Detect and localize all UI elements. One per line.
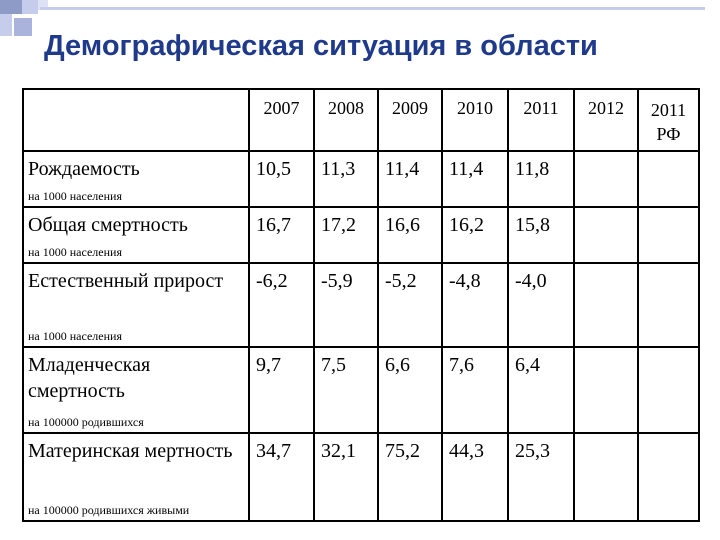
row-label: Общая смертность	[28, 214, 188, 236]
table-cell: 16,7	[256, 214, 291, 236]
table-cell: 6,6	[385, 354, 410, 376]
table-row: Младенческая смертность на 100000 родивш…	[22, 346, 700, 434]
page-title: Демографическая ситуация в области	[44, 30, 598, 62]
table-cell: 11,8	[515, 158, 550, 180]
table-cell: -4,0	[515, 270, 547, 292]
table-cell: 9,7	[256, 354, 281, 376]
table-cell: 17,2	[321, 214, 356, 236]
year-header: 2010	[441, 88, 509, 152]
row-label-cell: Материнская мертность на 100000 родивших…	[22, 432, 250, 522]
row-unit: на 1000 населения	[28, 245, 122, 259]
table-cell: 75,2	[385, 440, 420, 462]
row-label: Младенческая смертность	[28, 354, 151, 402]
row-label-cell: Естественный прирост на 1000 населения	[22, 262, 250, 348]
header-row: 2007 2008 2009 2010 2011 2012 2011 РФ	[22, 88, 700, 152]
table-cell: -6,2	[256, 270, 288, 292]
decor-square	[0, 0, 22, 14]
table-row: Естественный прирост на 1000 населения -…	[22, 262, 700, 348]
year-header: 2011	[507, 88, 575, 152]
row-unit: на 100000 родившихся живыми	[28, 503, 190, 517]
table-row: Материнская мертность на 100000 родивших…	[22, 432, 700, 522]
table-cell: 11,3	[321, 158, 356, 180]
year-header: 2012	[573, 88, 639, 152]
table-cell: 7,5	[321, 354, 346, 376]
table-row: Общая смертность на 1000 населения 16,7 …	[22, 206, 700, 264]
table-cell: 10,5	[256, 158, 291, 180]
table-cell: 16,2	[449, 214, 484, 236]
table-row: Рождаемость на 1000 населения 10,5 11,3 …	[22, 150, 700, 208]
year-header: 2008	[313, 88, 379, 152]
table-cell: 16,6	[385, 214, 420, 236]
row-label: Рождаемость	[28, 158, 140, 180]
table-cell: 11,4	[385, 158, 420, 180]
corner-cell	[22, 88, 250, 152]
decor-square	[0, 14, 12, 36]
decor-line	[40, 7, 705, 10]
row-unit: на 100000 родившихся	[28, 415, 144, 429]
row-label-cell: Младенческая смертность на 100000 родивш…	[22, 346, 250, 434]
year-header: 2009	[377, 88, 443, 152]
decor-square	[22, 0, 38, 14]
row-label: Естественный прирост	[28, 270, 224, 292]
table-cell: 7,6	[449, 354, 474, 376]
decor-square	[14, 18, 32, 36]
row-label-cell: Рождаемость на 1000 населения	[22, 150, 250, 208]
table-cell: 32,1	[321, 440, 356, 462]
row-label-cell: Общая смертность на 1000 населения	[22, 206, 250, 264]
table-cell: 44,3	[449, 440, 484, 462]
table-cell: 34,7	[256, 440, 291, 462]
row-unit: на 1000 населения	[28, 329, 122, 343]
table-cell: 15,8	[515, 214, 550, 236]
table-cell: 6,4	[515, 354, 540, 376]
year-header: 2011 РФ	[637, 88, 700, 152]
demography-table: 2007 2008 2009 2010 2011 2012 2011 РФ Ро…	[22, 88, 700, 522]
year-header: 2007	[248, 88, 315, 152]
table-cell: 25,3	[515, 440, 550, 462]
table-cell: -5,2	[385, 270, 417, 292]
table-cell: -4,8	[449, 270, 481, 292]
row-unit: на 1000 населения	[28, 189, 122, 203]
table-cell: 11,4	[449, 158, 484, 180]
table-cell: -5,9	[321, 270, 353, 292]
row-label: Материнская мертность	[28, 440, 233, 462]
decor-square	[38, 0, 48, 10]
